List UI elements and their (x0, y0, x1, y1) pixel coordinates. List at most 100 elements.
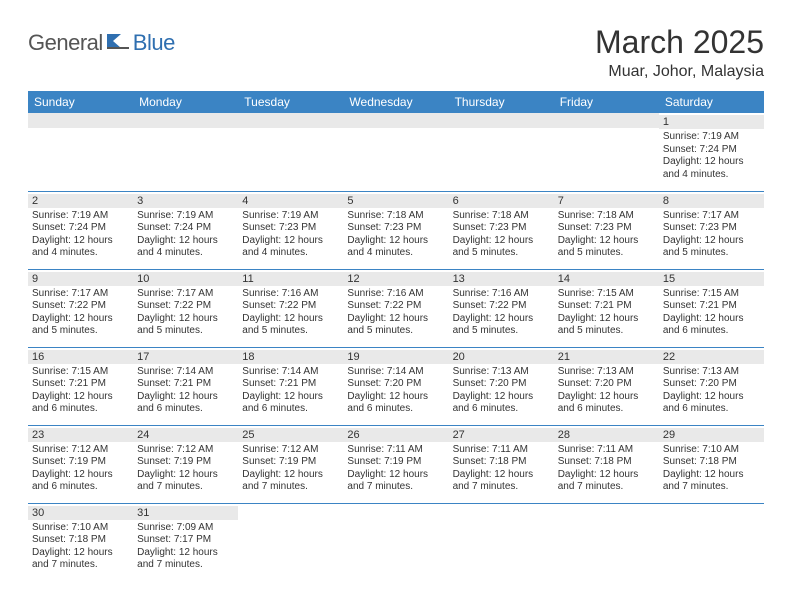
day-number: 24 (133, 428, 238, 442)
calendar-cell: 11Sunrise: 7:16 AMSunset: 7:22 PMDayligh… (238, 269, 343, 347)
calendar-cell: 6Sunrise: 7:18 AMSunset: 7:23 PMDaylight… (449, 191, 554, 269)
day-number: 9 (28, 272, 133, 286)
calendar-cell: 26 Sunrise: 7:11 AMSunset: 7:19 PMDayligh… (343, 425, 448, 503)
calendar-cell (449, 113, 554, 191)
calendar-cell: 7 Sunrise: 7:18 AMSunset: 7:23 PMDaylight… (554, 191, 659, 269)
day-number: 16 (28, 350, 133, 364)
calendar-cell (343, 113, 448, 191)
day-number: 14 (554, 272, 659, 286)
weekday-header: Thursday (449, 91, 554, 113)
day-number: 7 (554, 194, 659, 208)
empty-day-bar (133, 113, 238, 128)
day-number: 29 (659, 428, 764, 442)
calendar-cell: 4 Sunrise: 7:19 AMSunset: 7:23 PMDaylight… (238, 191, 343, 269)
calendar-cell: 15 Sunrise: 7:15 AMSunset: 7:21 PMDayligh… (659, 269, 764, 347)
day-details: Sunrise: 7:17 AMSunset: 7:23 PMDaylight:… (663, 210, 760, 260)
calendar-cell: 22Sunrise: 7:13 AMSunset: 7:20 PMDayligh… (659, 347, 764, 425)
calendar-row: 30 Sunrise: 7:10 AMSunset: 7:18 PMDayligh… (28, 503, 764, 581)
calendar-cell (238, 503, 343, 581)
calendar-cell: 13 Sunrise: 7:16 AMSunset: 7:22 PMDayligh… (449, 269, 554, 347)
day-details: Sunrise: 7:10 AMSunset: 7:18 PMDaylight:… (663, 444, 760, 494)
calendar-row: 2 Sunrise: 7:19 AMSunset: 7:24 PMDaylight… (28, 191, 764, 269)
weekday-header: Sunday (28, 91, 133, 113)
day-number: 23 (28, 428, 133, 442)
calendar-cell (449, 503, 554, 581)
calendar-table: Sunday Monday Tuesday Wednesday Thursday… (28, 91, 764, 581)
empty-day-bar (554, 113, 659, 128)
day-details: Sunrise: 7:14 AMSunset: 7:21 PMDaylight:… (242, 366, 339, 416)
day-details: Sunrise: 7:18 AMSunset: 7:23 PMDaylight:… (453, 210, 550, 260)
day-details: Sunrise: 7:19 AMSunset: 7:24 PMDaylight:… (663, 131, 760, 181)
day-details: Sunrise: 7:15 AMSunset: 7:21 PMDaylight:… (32, 366, 129, 416)
day-number: 18 (238, 350, 343, 364)
calendar-cell: 8 Sunrise: 7:17 AMSunset: 7:23 PMDaylight… (659, 191, 764, 269)
calendar-row: 1Sunrise: 7:19 AMSunset: 7:24 PMDaylight… (28, 113, 764, 191)
calendar-row: 9Sunrise: 7:17 AMSunset: 7:22 PMDaylight… (28, 269, 764, 347)
day-details: Sunrise: 7:16 AMSunset: 7:22 PMDaylight:… (453, 288, 550, 338)
day-number: 21 (554, 350, 659, 364)
calendar-cell: 21 Sunrise: 7:13 AMSunset: 7:20 PMDayligh… (554, 347, 659, 425)
day-number: 5 (343, 194, 448, 208)
day-details: Sunrise: 7:12 AMSunset: 7:19 PMDaylight:… (137, 444, 234, 494)
day-details: Sunrise: 7:14 AMSunset: 7:21 PMDaylight:… (137, 366, 234, 416)
calendar-cell: 24 Sunrise: 7:12 AMSunset: 7:19 PMDayligh… (133, 425, 238, 503)
calendar-cell (133, 113, 238, 191)
calendar-row: 16 Sunrise: 7:15 AMSunset: 7:21 PMDayligh… (28, 347, 764, 425)
day-number: 13 (449, 272, 554, 286)
calendar-cell: 1Sunrise: 7:19 AMSunset: 7:24 PMDaylight… (659, 113, 764, 191)
day-details: Sunrise: 7:12 AMSunset: 7:19 PMDaylight:… (32, 444, 129, 494)
calendar-cell: 18 Sunrise: 7:14 AMSunset: 7:21 PMDayligh… (238, 347, 343, 425)
day-number: 30 (28, 506, 133, 520)
day-details: Sunrise: 7:15 AMSunset: 7:21 PMDaylight:… (558, 288, 655, 338)
calendar-cell (28, 113, 133, 191)
day-number: 2 (28, 194, 133, 208)
flag-icon (107, 32, 129, 55)
day-details: Sunrise: 7:09 AMSunset: 7:17 PMDaylight:… (137, 522, 234, 572)
location-text: Muar, Johor, Malaysia (595, 63, 764, 81)
day-number: 27 (449, 428, 554, 442)
day-number: 15 (659, 272, 764, 286)
weekday-header: Monday (133, 91, 238, 113)
day-details: Sunrise: 7:11 AMSunset: 7:18 PMDaylight:… (558, 444, 655, 494)
calendar-cell: 23 Sunrise: 7:12 AMSunset: 7:19 PMDayligh… (28, 425, 133, 503)
day-details: Sunrise: 7:16 AMSunset: 7:22 PMDaylight:… (347, 288, 444, 338)
weekday-header: Saturday (659, 91, 764, 113)
calendar-cell: 14 Sunrise: 7:15 AMSunset: 7:21 PMDayligh… (554, 269, 659, 347)
calendar-cell: 5 Sunrise: 7:18 AMSunset: 7:23 PMDaylight… (343, 191, 448, 269)
day-details: Sunrise: 7:14 AMSunset: 7:20 PMDaylight:… (347, 366, 444, 416)
empty-day-bar (238, 113, 343, 128)
day-number: 11 (238, 272, 343, 286)
day-number: 8 (659, 194, 764, 208)
calendar-cell: 9Sunrise: 7:17 AMSunset: 7:22 PMDaylight… (28, 269, 133, 347)
calendar-cell: 19Sunrise: 7:14 AMSunset: 7:20 PMDayligh… (343, 347, 448, 425)
day-details: Sunrise: 7:19 AMSunset: 7:24 PMDaylight:… (137, 210, 234, 260)
empty-day-bar (343, 113, 448, 128)
day-details: Sunrise: 7:15 AMSunset: 7:21 PMDaylight:… (663, 288, 760, 338)
day-details: Sunrise: 7:11 AMSunset: 7:19 PMDaylight:… (347, 444, 444, 494)
day-number: 31 (133, 506, 238, 520)
day-number: 12 (343, 272, 448, 286)
day-number: 26 (343, 428, 448, 442)
calendar-cell (238, 113, 343, 191)
day-details: Sunrise: 7:13 AMSunset: 7:20 PMDaylight:… (558, 366, 655, 416)
day-details: Sunrise: 7:18 AMSunset: 7:23 PMDaylight:… (558, 210, 655, 260)
calendar-cell (554, 503, 659, 581)
logo-word1: General (28, 30, 103, 56)
calendar-cell: 17 Sunrise: 7:14 AMSunset: 7:21 PMDayligh… (133, 347, 238, 425)
day-details: Sunrise: 7:18 AMSunset: 7:23 PMDaylight:… (347, 210, 444, 260)
day-details: Sunrise: 7:11 AMSunset: 7:18 PMDaylight:… (453, 444, 550, 494)
weekday-header: Tuesday (238, 91, 343, 113)
day-details: Sunrise: 7:19 AMSunset: 7:23 PMDaylight:… (242, 210, 339, 260)
calendar-cell: 29 Sunrise: 7:10 AMSunset: 7:18 PMDayligh… (659, 425, 764, 503)
calendar-cell: 30 Sunrise: 7:10 AMSunset: 7:18 PMDayligh… (28, 503, 133, 581)
day-details: Sunrise: 7:10 AMSunset: 7:18 PMDaylight:… (32, 522, 129, 572)
day-number: 17 (133, 350, 238, 364)
calendar-cell: 3Sunrise: 7:19 AMSunset: 7:24 PMDaylight… (133, 191, 238, 269)
calendar-cell: 16 Sunrise: 7:15 AMSunset: 7:21 PMDayligh… (28, 347, 133, 425)
calendar-cell (659, 503, 764, 581)
weekday-header-row: Sunday Monday Tuesday Wednesday Thursday… (28, 91, 764, 113)
day-number: 4 (238, 194, 343, 208)
day-details: Sunrise: 7:13 AMSunset: 7:20 PMDaylight:… (453, 366, 550, 416)
calendar-cell: 31 Sunrise: 7:09 AMSunset: 7:17 PMDayligh… (133, 503, 238, 581)
empty-day-bar (28, 113, 133, 128)
